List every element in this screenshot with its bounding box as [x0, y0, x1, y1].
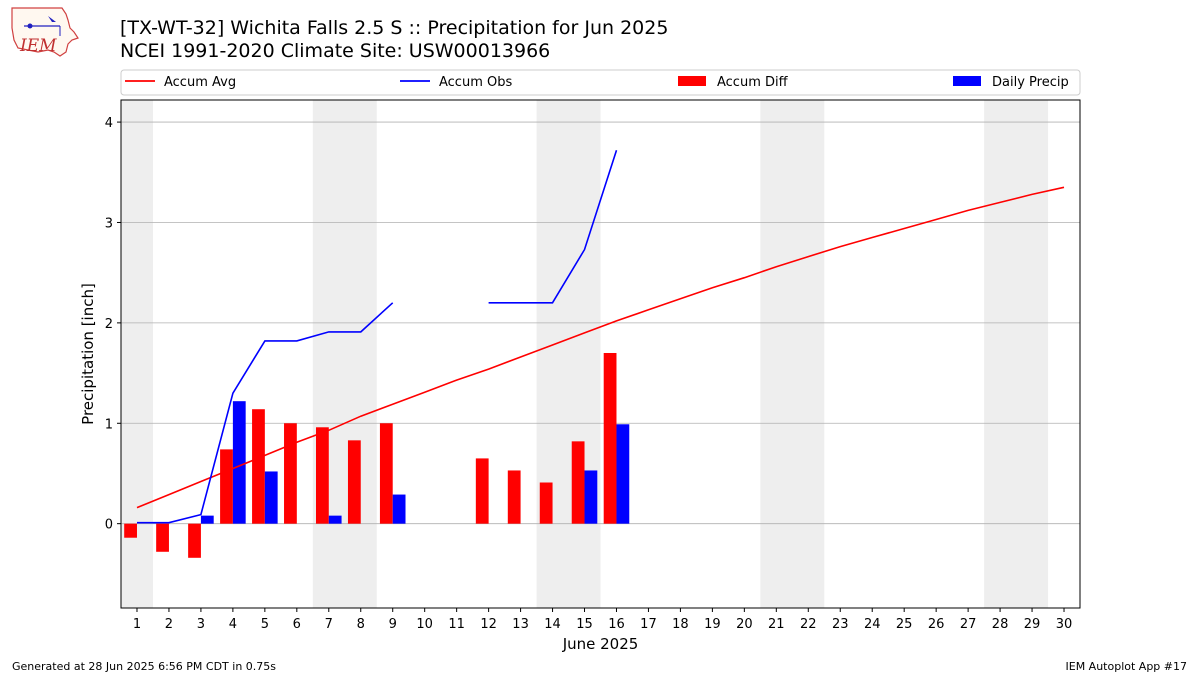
accum-diff-bar	[156, 523, 169, 552]
footer-app: IEM Autoplot App #17	[1065, 660, 1188, 673]
x-tick-label: 17	[640, 617, 657, 632]
accum-diff-bar	[315, 427, 329, 524]
y-tick-label: 4	[105, 116, 113, 131]
x-tick-label: 6	[293, 617, 301, 632]
x-tick-label: 22	[800, 617, 817, 632]
x-tick-label: 8	[357, 617, 365, 632]
x-tick-label: 20	[736, 617, 753, 632]
daily-precip-bar	[200, 515, 214, 524]
accum-diff-bar	[571, 441, 585, 524]
accum-diff-bar	[124, 523, 137, 538]
x-axis-label: June 2025	[562, 635, 639, 653]
accum-obs-line	[137, 302, 394, 524]
x-tick-label: 30	[1056, 617, 1073, 632]
daily-precip-bar	[584, 470, 598, 524]
x-tick-label: 18	[672, 617, 689, 632]
legend-box	[120, 69, 1081, 96]
y-tick-label: 2	[105, 317, 113, 332]
accum-avg-line	[136, 186, 1065, 509]
weekend-band	[984, 100, 1049, 608]
x-tick-label: 12	[480, 617, 497, 632]
legend-accum-avg: Accum Avg	[125, 75, 236, 90]
y-axis-label: Precipitation [inch]	[79, 283, 97, 425]
accum-diff-bar	[252, 409, 265, 524]
x-tick-label: 9	[389, 617, 397, 632]
accum-diff-bar	[507, 470, 521, 524]
x-tick-label: 24	[864, 617, 881, 632]
weekend-band	[312, 100, 377, 608]
daily-precip-bar	[392, 494, 406, 524]
iem-logo: IEM	[11, 7, 79, 57]
x-tick-label: 10	[416, 617, 433, 632]
x-tick-label: 7	[325, 617, 333, 632]
legend-label: Accum Diff	[717, 75, 789, 90]
weekend-band	[536, 100, 601, 608]
x-tick-label: 13	[512, 617, 529, 632]
y-tick-label: 3	[105, 216, 113, 231]
legend-accum-obs: Accum Obs	[400, 75, 512, 90]
x-tick-label: 3	[197, 617, 205, 632]
legend-swatch	[678, 76, 706, 86]
accum-obs-line	[488, 149, 618, 304]
x-tick-label: 2	[165, 617, 173, 632]
x-tick-label: 19	[704, 617, 721, 632]
x-tick-label: 11	[448, 617, 465, 632]
chart-title: [TX-WT-32] Wichita Falls 2.5 S :: Precip…	[120, 17, 669, 39]
legend-swatch	[953, 76, 981, 86]
chart-subtitle: NCEI 1991-2020 Climate Site: USW00013966	[120, 40, 551, 62]
x-tick-label: 25	[896, 617, 913, 632]
daily-precip-bar	[264, 471, 278, 524]
x-tick-label: 5	[261, 617, 269, 632]
legend-accum-diff: Accum Diff	[678, 75, 789, 90]
x-tick-label: 1	[133, 617, 141, 632]
accum-diff-bar	[475, 458, 489, 524]
daily-precip-bar	[616, 424, 630, 524]
x-tick-label: 15	[576, 617, 593, 632]
x-tick-label: 29	[1024, 617, 1041, 632]
x-tick-label: 14	[544, 617, 561, 632]
x-tick-label: 27	[960, 617, 977, 632]
legend-label: Accum Avg	[164, 75, 236, 90]
daily-precip-bar	[328, 515, 342, 524]
accum-diff-bar	[347, 440, 361, 524]
accum-diff-bar	[188, 523, 201, 558]
y-tick-label: 0	[105, 518, 113, 533]
footer-generated: Generated at 28 Jun 2025 6:56 PM CDT in …	[12, 660, 277, 673]
accum-diff-bar	[539, 482, 553, 524]
accum-diff-bar	[379, 423, 393, 524]
weekend-band	[760, 100, 825, 608]
daily-precip-bar	[232, 401, 246, 524]
x-tick-label: 26	[928, 617, 945, 632]
y-tick-label: 1	[105, 417, 113, 432]
logo-text: IEM	[19, 36, 57, 56]
accum-diff-bar	[603, 352, 617, 524]
legend-label: Daily Precip	[992, 75, 1069, 90]
x-tick-label: 21	[768, 617, 785, 632]
accum-diff-bar	[220, 449, 233, 524]
legend-label: Accum Obs	[439, 75, 512, 90]
legend-daily-precip: Daily Precip	[953, 75, 1069, 90]
accum-diff-bar	[284, 423, 297, 524]
x-tick-label: 16	[608, 617, 625, 632]
legend: Accum Avg Accum Obs Accum Diff Daily Precip	[120, 69, 1081, 96]
x-tick-label: 4	[229, 617, 237, 632]
x-tick-label: 28	[992, 617, 1009, 632]
x-tick-label: 23	[832, 617, 849, 632]
plot-frame	[120, 99, 1081, 609]
